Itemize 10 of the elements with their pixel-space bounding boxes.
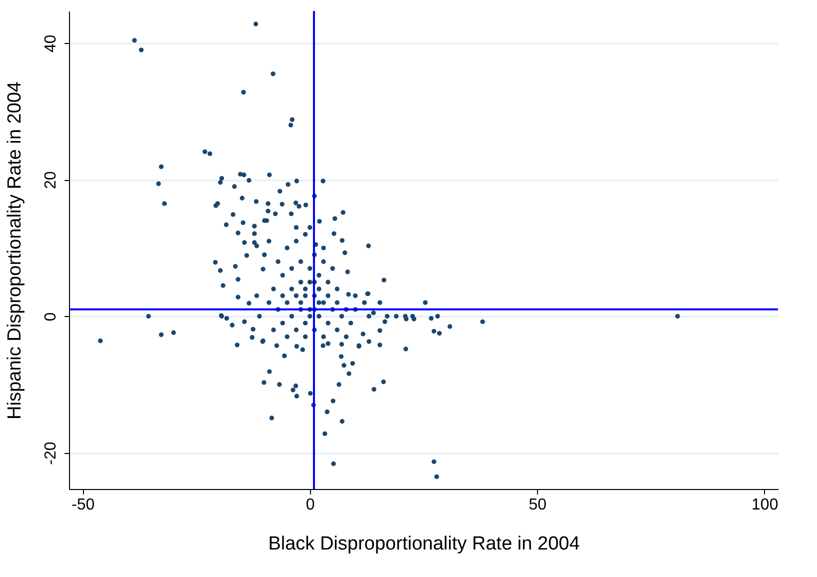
x-axis-title: Black Disproportionality Rate in 2004 <box>268 534 580 554</box>
y-tick-label: 40 <box>42 34 60 52</box>
y-tick-label: 0 <box>42 312 60 322</box>
y-tick-label: -20 <box>42 442 60 465</box>
x-tick-label: 100 <box>752 496 778 514</box>
x-tick-label: 0 <box>306 496 315 514</box>
y-tick-label: 20 <box>42 171 60 190</box>
y-axis-title: Hispanic Disproportionality Rate in 2004 <box>4 81 26 420</box>
x-tick-label: 50 <box>528 496 547 514</box>
x-tick-label: -50 <box>72 496 95 514</box>
